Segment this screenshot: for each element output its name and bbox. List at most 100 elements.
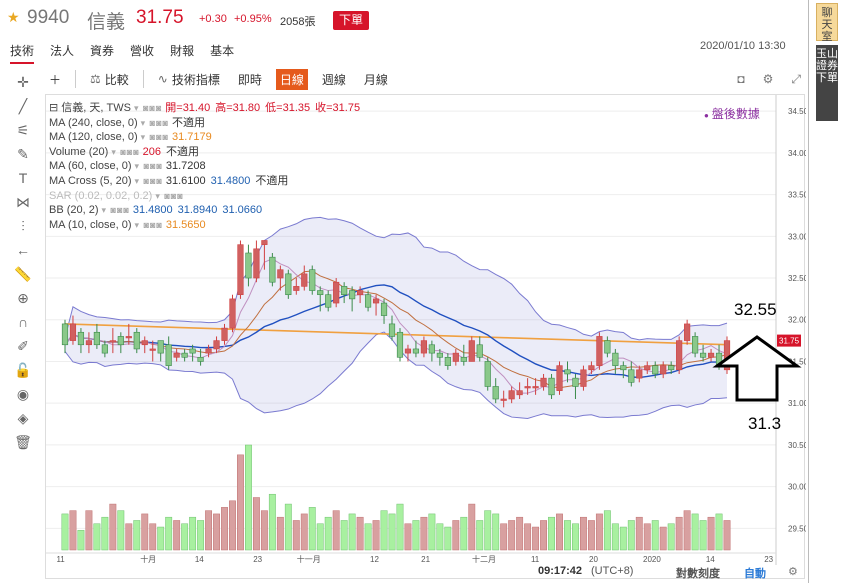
legend-row[interactable]: MA (10, close, 0) ▾ ◙◙◙ 31.5650 xyxy=(49,218,365,233)
legend-options-icon[interactable]: ▾ ◙◙◙ xyxy=(133,103,163,113)
volume-bar xyxy=(117,510,125,551)
tab-revenue[interactable]: 營收 xyxy=(130,44,155,58)
candle-body xyxy=(301,273,308,287)
candle-body xyxy=(660,365,667,375)
zoom-in-icon[interactable]: ⊕ xyxy=(17,289,29,306)
x-axis-label: 20 xyxy=(589,555,598,564)
legend-row[interactable]: BB (20, 2) ▾ ◙◙◙ 31.4800 31.8940 31.0660 xyxy=(49,203,365,218)
candle-body xyxy=(69,323,77,341)
candle-body xyxy=(133,331,140,350)
crosshair-icon[interactable]: ✛ xyxy=(17,73,29,90)
tab-financials[interactable]: 財報 xyxy=(170,44,195,58)
volume-bar xyxy=(109,503,117,551)
legend-row[interactable]: Volume (20) ▾ ◙◙◙ 206 不適用 xyxy=(49,145,365,160)
candle-body xyxy=(333,281,340,304)
volume-bar xyxy=(133,520,141,551)
broker-order-button[interactable]: 玉山證券下單 xyxy=(816,45,838,121)
text-icon[interactable]: T xyxy=(18,170,28,186)
legend-options-icon[interactable]: ▾ ◙◙◙ xyxy=(140,117,169,128)
brush-icon[interactable]: ✎ xyxy=(17,145,29,162)
crosshair-add-icon[interactable]: ＋ xyxy=(49,72,62,87)
x-axis-label: 11 xyxy=(531,555,540,564)
legend-options-icon[interactable]: ▾ ◙◙◙ xyxy=(134,175,163,186)
order-button[interactable]: 下單 xyxy=(333,11,369,30)
stock-price: 31.75 xyxy=(136,7,184,28)
settings-gear-icon[interactable]: ⚙ xyxy=(762,72,774,86)
favorite-star-icon[interactable]: ★ xyxy=(7,9,20,25)
candle-body xyxy=(524,386,531,389)
candle-body xyxy=(309,269,316,291)
volume-bar xyxy=(603,510,611,551)
volume-bar xyxy=(332,510,340,551)
tab-technical[interactable]: 技術 xyxy=(10,42,35,64)
back-arrow-icon[interactable]: ← xyxy=(16,242,30,258)
pattern-icon[interactable]: ⋈ xyxy=(16,193,30,210)
candle-body xyxy=(692,336,699,354)
ruler-icon[interactable]: 📏 xyxy=(14,265,32,282)
legend-row[interactable]: MA (60, close, 0) ▾ ◙◙◙ 31.7208 xyxy=(49,159,365,174)
layers-icon[interactable]: ◈ xyxy=(17,409,29,426)
tab-margin[interactable]: 資券 xyxy=(90,44,115,58)
realtime-button[interactable]: 即時 xyxy=(237,72,262,87)
ma-10-line xyxy=(64,270,728,389)
candle-body xyxy=(396,331,404,358)
candle-body xyxy=(604,340,611,354)
legend-row[interactable]: ⊟ 信義, 天, TWS ▾ ◙◙◙ 開=31.40 高=31.80 低=31.35 收=… xyxy=(49,101,365,116)
log-scale-toggle[interactable]: 對數刻度 xyxy=(676,568,720,580)
volume-bar xyxy=(173,520,181,551)
tab-institutional[interactable]: 法人 xyxy=(50,44,75,58)
legend-row[interactable]: MA Cross (5, 20) ▾ ◙◙◙ 31.6100 31.4800 不適用 xyxy=(49,174,365,189)
chatroom-button[interactable]: 聊天室 xyxy=(816,3,838,43)
legend-options-icon[interactable]: ▾ ◙◙◙ xyxy=(134,219,163,230)
x-axis-label: 14 xyxy=(195,555,204,564)
weekly-button[interactable]: 週線 xyxy=(321,72,346,87)
volume-bar xyxy=(61,513,69,551)
volume-bar xyxy=(221,507,228,551)
candle-body xyxy=(165,344,172,366)
magnet-icon[interactable]: ∩ xyxy=(17,314,29,330)
volume-bar xyxy=(165,516,173,551)
candle-body xyxy=(404,348,412,354)
legend-row[interactable]: SAR (0.02, 0.02, 0.2) ▾ ◙◙◙ xyxy=(49,189,365,204)
legend-options-icon[interactable]: ▾ ◙◙◙ xyxy=(134,161,163,172)
trash-icon[interactable]: 🗑 xyxy=(14,433,32,450)
footer-settings-icon[interactable]: ⚙ xyxy=(788,566,798,578)
fib-icon[interactable]: ⚟ xyxy=(16,121,30,138)
monthly-button[interactable]: 月線 xyxy=(363,72,388,87)
candle-body xyxy=(684,323,691,341)
legend-options-icon[interactable]: ▾ ◙◙◙ xyxy=(140,132,169,143)
camera-icon[interactable]: ◘ xyxy=(737,72,745,86)
price-axis-label: 30.50 xyxy=(788,441,806,450)
candle-body xyxy=(364,294,372,308)
daily-button[interactable]: 日線 xyxy=(275,68,308,90)
volume-bar xyxy=(213,513,220,551)
chart-area[interactable]: 34.50 34.00 33.50 33.00 32.50 32.00 31.50 31.00… xyxy=(45,94,809,580)
indicators-button[interactable]: ∿ 技術指標 xyxy=(154,69,224,90)
tab-profile[interactable]: 基本 xyxy=(210,44,235,58)
legend-options-icon[interactable]: ▾ ◙◙◙ xyxy=(111,146,140,157)
volume-bar xyxy=(364,523,372,551)
timestamp: 2020/01/10 13:30 xyxy=(700,40,786,52)
legend-options-icon[interactable]: ▾ ◙◙◙ xyxy=(101,205,130,216)
legend-name: MA (120, close, 0) xyxy=(49,131,138,144)
candle-body xyxy=(237,244,244,296)
volume-bar xyxy=(540,520,548,551)
auto-scale-toggle[interactable]: 自動 xyxy=(744,568,766,580)
price-chart[interactable]: 34.50 34.00 33.50 33.00 32.50 32.00 31.50 31.00… xyxy=(46,95,809,580)
lock-drawing-icon[interactable]: ✐ xyxy=(17,337,29,354)
fullscreen-icon[interactable]: ⤢ xyxy=(791,71,801,86)
toolbar-divider xyxy=(142,70,144,88)
trendline-icon[interactable]: ╱ xyxy=(18,97,28,114)
legend-row[interactable]: MA (120, close, 0) ▾ ◙◙◙ 31.7179 xyxy=(49,130,365,145)
volume-bar xyxy=(189,516,197,551)
eye-icon[interactable]: ◉ xyxy=(16,385,30,402)
forecast-icon[interactable]: ⫶ xyxy=(21,217,25,234)
candle-body xyxy=(253,248,260,279)
x-axis-label: 21 xyxy=(421,555,430,564)
after-market-link[interactable]: 盤後數據 xyxy=(704,105,760,122)
price-axis-label: 33.50 xyxy=(788,191,806,200)
legend-options-icon[interactable]: ▾ ◙◙◙ xyxy=(155,190,184,201)
legend-row[interactable]: MA (240, close, 0) ▾ ◙◙◙ 不適用 xyxy=(49,116,365,131)
compare-button[interactable]: ⚖ 比較 xyxy=(86,69,133,90)
unlock-icon[interactable]: 🔓 xyxy=(14,361,32,378)
